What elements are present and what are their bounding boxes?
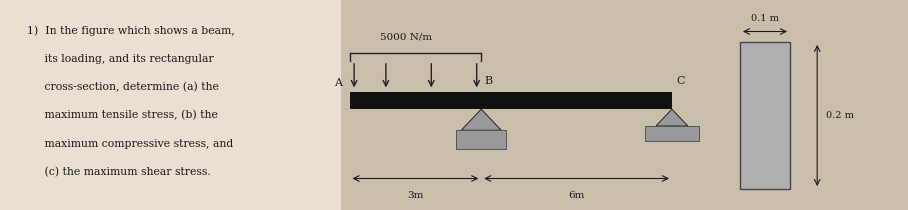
- Text: (c) the maximum shear stress.: (c) the maximum shear stress.: [27, 167, 211, 177]
- Bar: [645, 126, 699, 141]
- Bar: [457, 130, 507, 149]
- Polygon shape: [461, 109, 501, 130]
- Text: cross-section, determine (a) the: cross-section, determine (a) the: [27, 82, 219, 92]
- Text: 5000 N/m: 5000 N/m: [380, 33, 432, 42]
- Bar: [740, 42, 790, 189]
- Text: 1)  In the figure which shows a beam,: 1) In the figure which shows a beam,: [27, 25, 235, 36]
- Text: maximum tensile stress, (b) the: maximum tensile stress, (b) the: [27, 110, 218, 121]
- Bar: [0, 0, 340, 210]
- Text: 0.2 m: 0.2 m: [826, 111, 854, 120]
- Text: maximum compressive stress, and: maximum compressive stress, and: [27, 139, 233, 149]
- Text: 6m: 6m: [568, 191, 585, 200]
- Text: A: A: [334, 78, 342, 88]
- Text: its loading, and its rectangular: its loading, and its rectangular: [27, 54, 214, 64]
- Bar: [350, 92, 672, 109]
- Text: 0.1 m: 0.1 m: [751, 14, 779, 23]
- Text: C: C: [676, 76, 685, 86]
- Polygon shape: [656, 109, 688, 126]
- Text: 3m: 3m: [407, 191, 424, 200]
- Text: B: B: [484, 76, 492, 86]
